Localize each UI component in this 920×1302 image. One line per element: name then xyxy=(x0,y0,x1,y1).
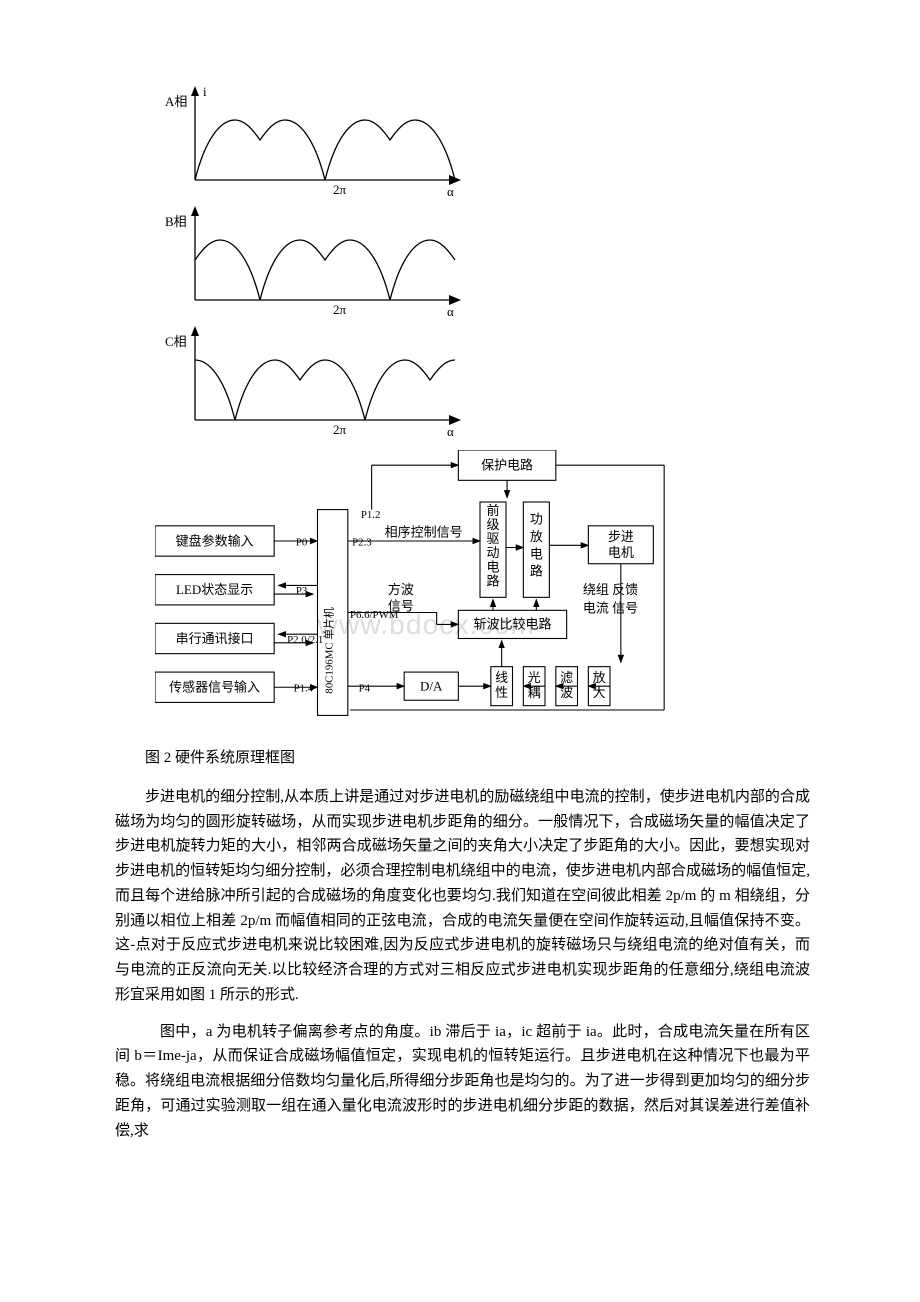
port-p0: P0 xyxy=(296,536,307,548)
node-filter-1: 波 xyxy=(560,685,573,700)
node-gain-0: 放 xyxy=(593,670,606,685)
port-p14: P1.4 xyxy=(294,683,314,695)
waveform-panel-c: C相 2π α xyxy=(145,320,485,440)
figure-waveforms: A相 i 2π α B相 2π α xyxy=(115,80,810,726)
x-tick: 2π xyxy=(333,302,347,317)
node-mcu: 80C196MC 单片机 xyxy=(322,607,336,694)
port-p12: P1.2 xyxy=(361,509,381,521)
figure2-caption: 图 2 硬件系统原理框图 xyxy=(145,746,810,767)
edge-square-0: 方波 xyxy=(388,582,414,597)
node-keyboard: 键盘参数输入 xyxy=(176,533,254,548)
document-page: A相 i 2π α B相 2π α xyxy=(0,0,920,1215)
node-motor-1: 电机 xyxy=(608,545,634,560)
x-axis-label: α xyxy=(447,424,454,439)
node-predrv-3: 动 xyxy=(487,545,500,560)
node-amp-0: 功 xyxy=(530,512,543,527)
panel-label: B相 xyxy=(165,214,187,229)
paragraph-2: 图中，a 为电机转子偏离参考点的角度。ib 滞后于 ia，ic 超前于 ia。此… xyxy=(115,1020,810,1144)
waveform-curve-a xyxy=(195,120,455,180)
node-protect: 保护电路 xyxy=(481,457,533,472)
x-axis-label: α xyxy=(447,304,454,319)
x-tick: 2π xyxy=(333,182,347,197)
node-serial: 串行通讯接口 xyxy=(176,631,254,646)
node-da: D/A xyxy=(420,678,443,693)
node-lin-0: 线 xyxy=(495,670,508,685)
edge-phase-ctrl: 相序控制信号 xyxy=(385,525,463,540)
edge-square-1: 信号 xyxy=(388,598,414,613)
node-predrv-4: 电 xyxy=(487,559,500,574)
waveform-curve-c xyxy=(195,360,455,420)
node-predrv-1: 级 xyxy=(487,517,500,532)
waveform-curve-b xyxy=(195,240,455,300)
waveform-panel-a: A相 i 2π α xyxy=(145,80,485,200)
port-p3: P3 xyxy=(296,585,307,597)
port-p2021: P2.0/2.1 xyxy=(287,634,323,646)
node-amp-2: 电 xyxy=(530,546,543,561)
x-axis-label: α xyxy=(447,184,454,199)
node-motor-0: 步进 xyxy=(608,529,634,544)
node-filter-0: 滤 xyxy=(560,670,573,685)
node-amp-3: 路 xyxy=(530,564,543,579)
node-predrv-0: 前 xyxy=(487,503,500,518)
port-p23: P2.3 xyxy=(352,536,372,548)
node-predrv-5: 路 xyxy=(487,573,500,588)
node-amp-1: 放 xyxy=(530,529,543,544)
edge-feedback-1: 绕组 反馈 xyxy=(583,582,638,597)
y-axis-label: i xyxy=(203,84,207,99)
panel-label: A相 xyxy=(165,94,187,109)
node-gain-1: 大 xyxy=(593,685,606,700)
node-predrv-2: 驱 xyxy=(487,531,500,546)
node-opto-1: 耦 xyxy=(528,685,541,700)
panel-label: C相 xyxy=(165,334,187,349)
x-tick: 2π xyxy=(333,422,347,437)
edge-feedback-2: 电流 信号 xyxy=(583,600,638,615)
node-lin-1: 性 xyxy=(495,685,508,700)
paragraph-1: 步进电机的细分控制,从本质上讲是通过对步进电机的励磁绕组中电流的控制，使步进电机… xyxy=(115,785,810,1008)
node-chopper: 斩波比较电路 xyxy=(474,617,552,632)
node-sensor: 传感器信号输入 xyxy=(169,680,260,695)
port-p4: P4 xyxy=(359,683,371,695)
figure-block-diagram: www.bdocx.com 保护电路 键盘参数输入 LED状态显示 串行通讯接口… xyxy=(155,450,675,726)
node-opto-0: 光 xyxy=(528,670,541,685)
node-led: LED状态显示 xyxy=(176,582,253,597)
waveform-panel-b: B相 2π α xyxy=(145,200,485,320)
